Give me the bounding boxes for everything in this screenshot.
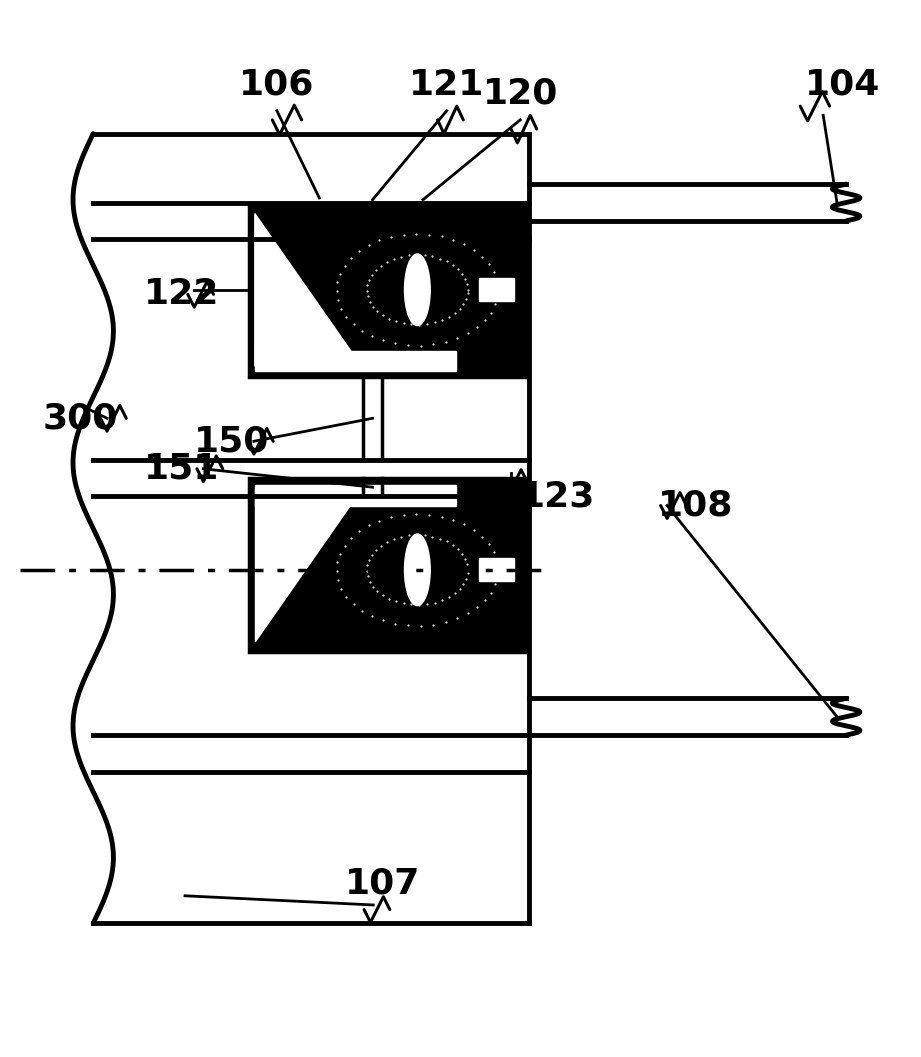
Polygon shape — [255, 489, 361, 642]
Text: 120: 120 — [483, 77, 558, 111]
Bar — [479, 558, 514, 581]
Ellipse shape — [404, 254, 430, 326]
Text: 151: 151 — [144, 451, 219, 486]
Bar — [250, 478, 530, 652]
Text: 107: 107 — [344, 867, 420, 901]
Text: 121: 121 — [409, 68, 484, 101]
Text: 108: 108 — [658, 488, 733, 522]
Bar — [255, 485, 457, 505]
Text: 300: 300 — [42, 402, 118, 435]
Bar — [479, 278, 514, 301]
Bar — [250, 203, 530, 377]
Bar — [250, 203, 530, 377]
Text: 150: 150 — [194, 424, 270, 459]
Text: 104: 104 — [805, 68, 880, 101]
Bar — [255, 351, 457, 371]
Ellipse shape — [404, 534, 430, 606]
Text: 122: 122 — [144, 277, 219, 312]
Text: 106: 106 — [239, 68, 315, 101]
Bar — [250, 478, 530, 652]
Text: 123: 123 — [520, 480, 596, 514]
Polygon shape — [255, 214, 361, 366]
